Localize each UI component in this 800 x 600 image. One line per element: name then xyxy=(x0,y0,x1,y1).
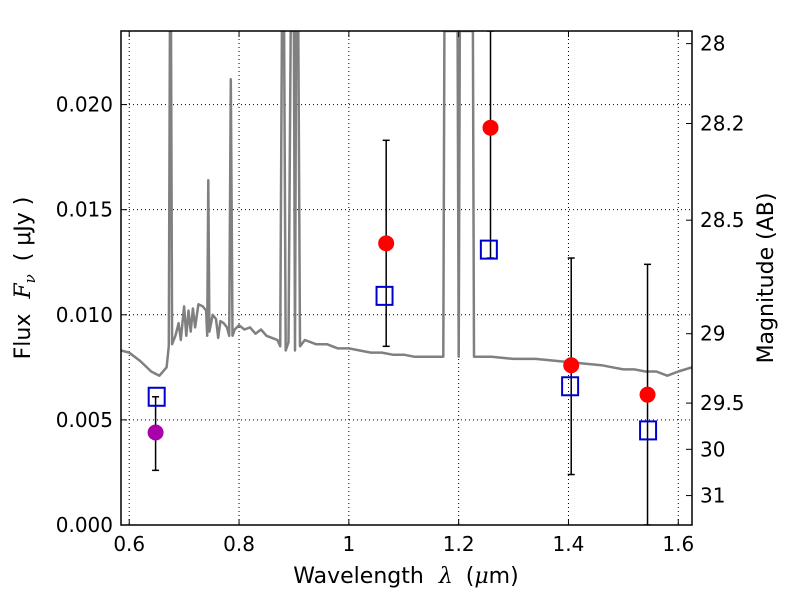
x-tick-label: 1.2 xyxy=(443,532,475,556)
observed-point xyxy=(378,235,395,252)
model-photometry-boxes xyxy=(147,239,658,441)
model-spectrum-line xyxy=(121,31,692,377)
observed-point xyxy=(482,119,499,136)
x-tick-label: 1.4 xyxy=(553,532,585,556)
axis-ticks: 0.6 0.8 1 1.2 1.4 1.6 0.000 0.005 0.010 0.015 0.02… xyxy=(56,31,745,556)
y-tick-label: 0.000 xyxy=(56,513,113,537)
x-axis-label: Wavelength λ (μm) xyxy=(293,564,518,589)
y2-tick-label: 31 xyxy=(700,484,725,508)
y2-tick-label: 29 xyxy=(700,322,725,346)
model-photometry-box xyxy=(147,386,166,407)
y-tick-label: 0.015 xyxy=(56,198,113,222)
y2-tick-label: 29.5 xyxy=(700,391,745,415)
y2-tick-label: 28.5 xyxy=(700,208,745,232)
x-tick-label: 1.6 xyxy=(662,532,694,556)
model-photometry-box xyxy=(375,285,394,306)
model-photometry-box xyxy=(479,239,498,260)
y-tick-label: 0.010 xyxy=(56,303,113,327)
model-photometry-box xyxy=(639,420,658,441)
y2-tick-label: 30 xyxy=(700,437,725,461)
error-bars xyxy=(152,31,652,525)
x-tick-label: 1 xyxy=(342,532,355,556)
observed-point xyxy=(563,357,580,374)
y2-tick-label: 28 xyxy=(700,32,725,56)
observed-point xyxy=(639,386,656,403)
y2-axis-label: Magnitude (AB) xyxy=(754,193,779,364)
y2-tick-label: 28.2 xyxy=(700,111,745,135)
y-axis-label: Flux Fν ( μJy ) xyxy=(11,197,41,360)
y-tick-label: 0.005 xyxy=(56,408,113,432)
x-tick-label: 0.6 xyxy=(113,532,145,556)
model-spectrum-layer xyxy=(121,31,692,377)
model-photometry-box xyxy=(561,376,580,397)
observed-point xyxy=(147,424,164,441)
y-tick-label: 0.020 xyxy=(56,93,113,117)
observed-points xyxy=(147,119,656,441)
x-tick-label: 0.8 xyxy=(223,532,255,556)
plot-frame xyxy=(120,30,693,526)
